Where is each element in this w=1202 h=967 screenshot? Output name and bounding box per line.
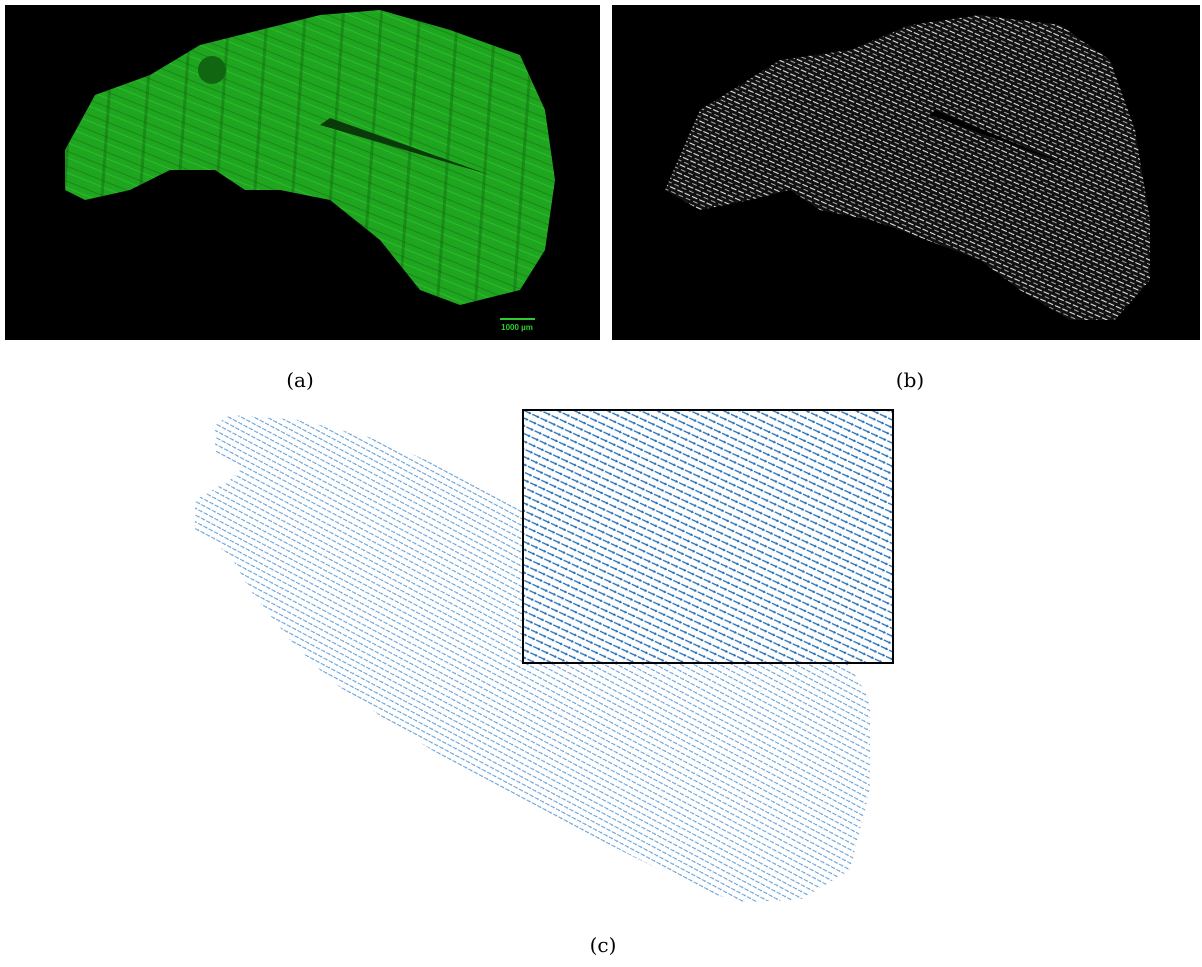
page: 1000 µm (a) (b) (c) (() => { const data …	[0, 0, 1202, 967]
panel-label: (c)	[590, 933, 617, 957]
panel-label: (a)	[286, 368, 314, 392]
scale-bar-label: 1000 µm	[501, 323, 533, 332]
panel-a: 1000 µm	[5, 5, 600, 340]
zoom-inset	[523, 410, 893, 663]
panel-c	[195, 410, 893, 902]
tissue-spot	[198, 56, 226, 84]
figure: 1000 µm (a) (b) (c)	[0, 0, 1202, 967]
panel-label: (b)	[896, 368, 924, 392]
panel-b	[612, 5, 1200, 340]
